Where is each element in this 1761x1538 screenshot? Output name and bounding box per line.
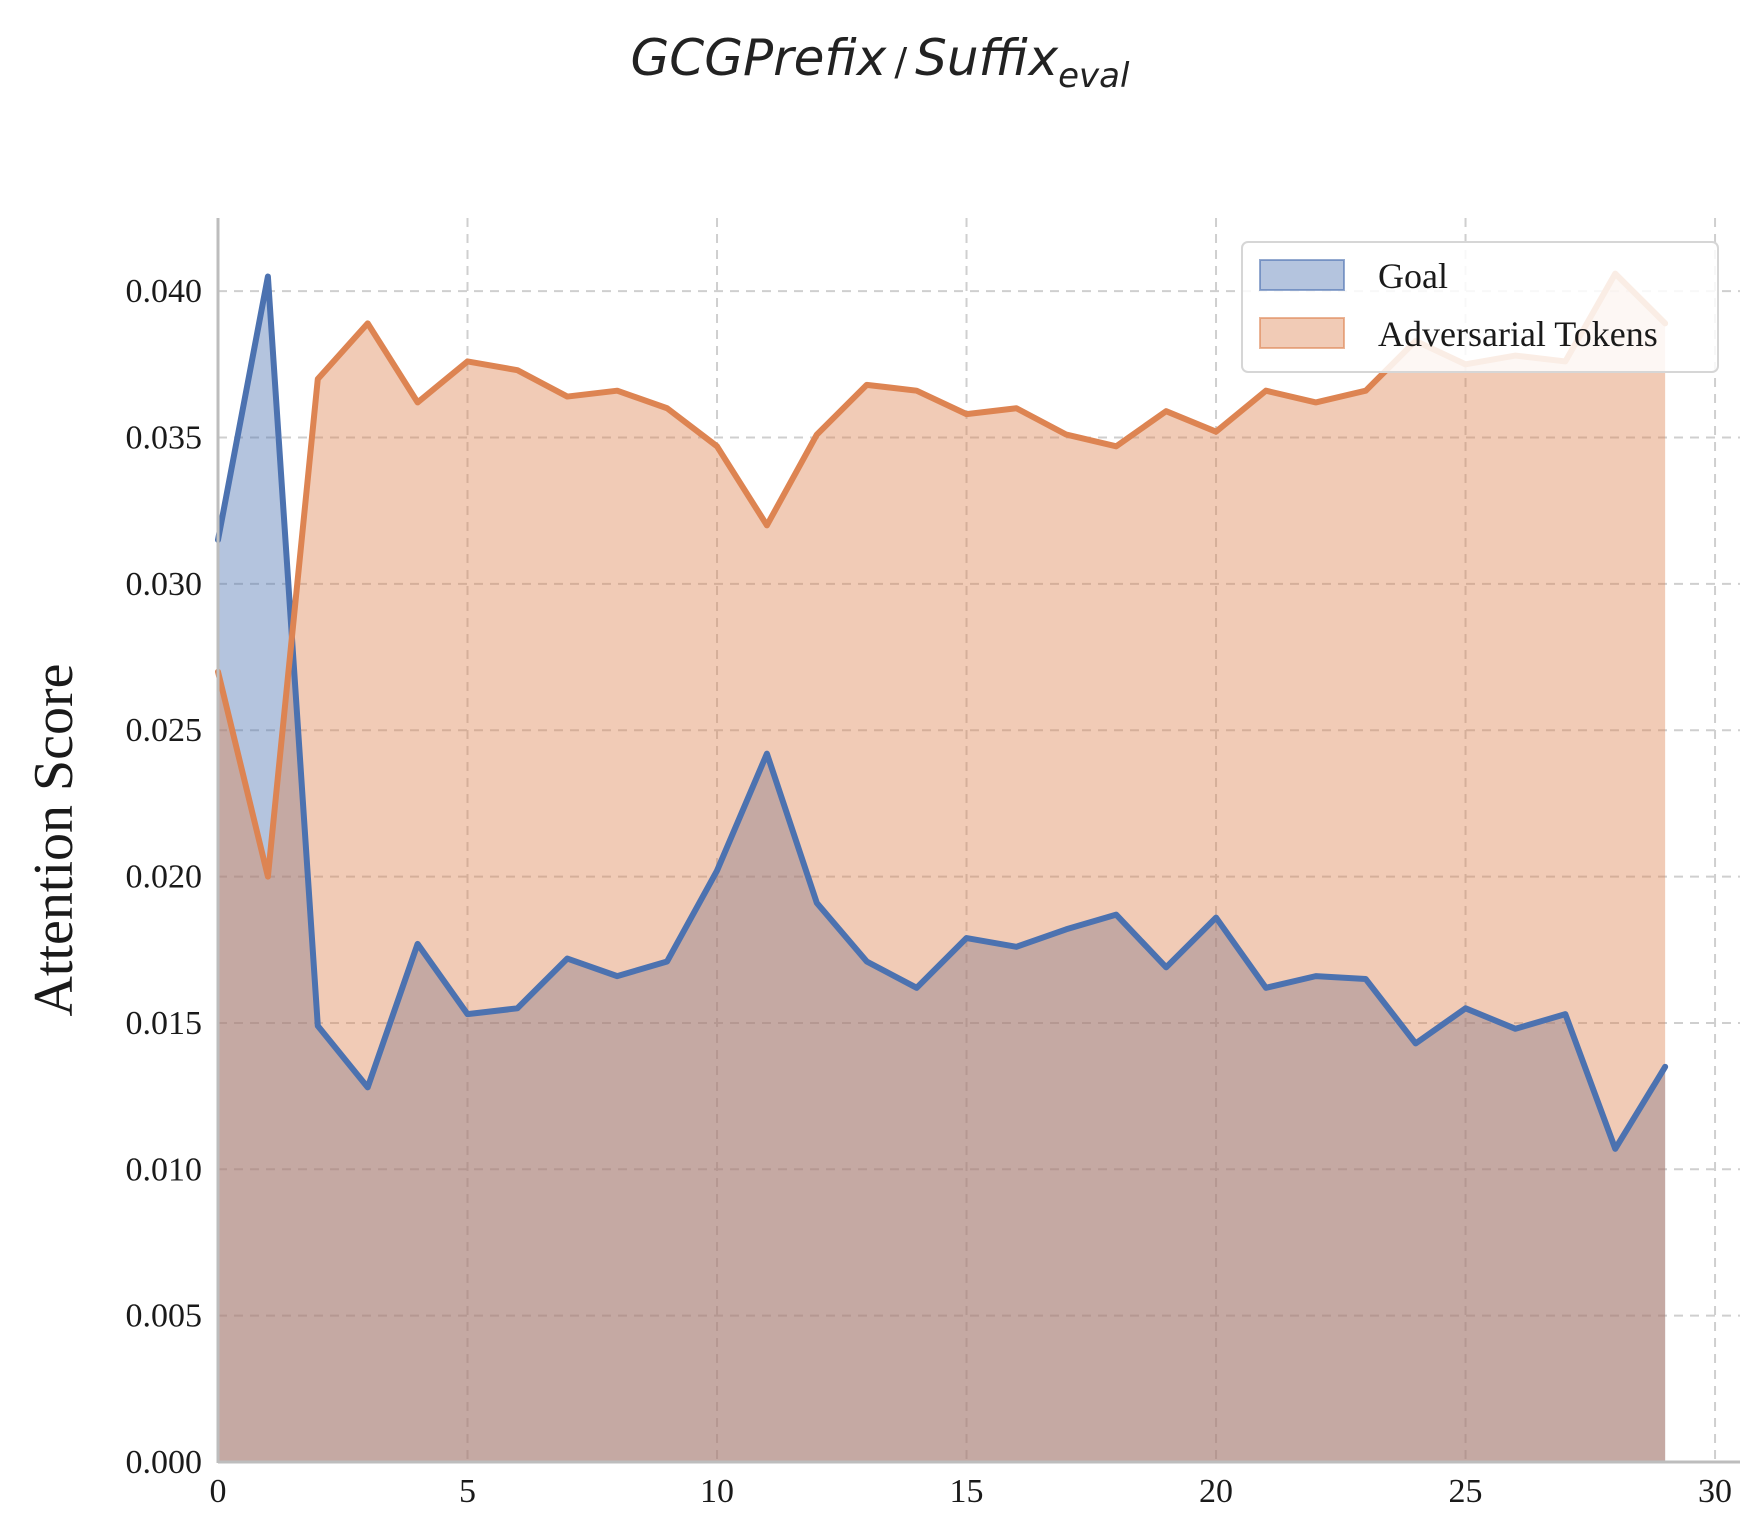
y-tick-label: 0.015 xyxy=(126,1005,203,1042)
axes xyxy=(216,218,1740,1464)
x-tick-label: 0 xyxy=(210,1473,227,1510)
y-tick-label: 0.030 xyxy=(126,566,203,603)
area-fill-goal xyxy=(218,276,1666,1463)
legend-label-goal: Goal xyxy=(1378,256,1448,296)
title-subscript: eval xyxy=(1058,56,1130,96)
y-tick-label: 0.040 xyxy=(126,273,203,310)
chart-title: GCGPrefix / Suffixeval xyxy=(631,29,1130,96)
y-tick-label: 0.025 xyxy=(126,712,203,749)
tick-labels: 0 5 10 15 20 25 30 0.000 0.005 0.010 0.015 0.020 0.0… xyxy=(126,273,1733,1510)
legend-label-adversarial-tokens: Adversarial Tokens xyxy=(1378,314,1658,354)
title-suffix: Suffix xyxy=(915,29,1058,87)
y-tick-label: 0.005 xyxy=(126,1298,203,1335)
x-tick-label: 5 xyxy=(459,1473,476,1510)
legend-swatch-adversarial-tokens xyxy=(1259,317,1345,349)
x-tick-label: 25 xyxy=(1449,1473,1483,1510)
legend-box xyxy=(1241,241,1719,373)
title-separator: / xyxy=(894,40,907,84)
y-axis-label: Attention Score xyxy=(23,663,85,1016)
x-tick-label: 20 xyxy=(1199,1473,1233,1510)
y-tick-label: 0.035 xyxy=(126,420,203,457)
y-tick-label: 0.020 xyxy=(126,859,203,896)
series-line-goal xyxy=(215,273,1669,1152)
y-tick-label: 0.000 xyxy=(126,1444,203,1481)
x-tick-label: 30 xyxy=(1698,1473,1732,1510)
grid xyxy=(217,218,1740,1463)
area-fill-adversarial-tokens xyxy=(218,273,1666,1462)
legend-swatch-goal xyxy=(1259,259,1345,291)
legend: Goal Adversarial Tokens xyxy=(1241,241,1719,373)
area-fills xyxy=(218,273,1666,1463)
x-tick-label: 15 xyxy=(950,1473,984,1510)
title-main: GCGPrefix xyxy=(631,29,887,87)
y-tick-label: 0.010 xyxy=(126,1151,203,1188)
x-tick-label: 10 xyxy=(700,1473,734,1510)
